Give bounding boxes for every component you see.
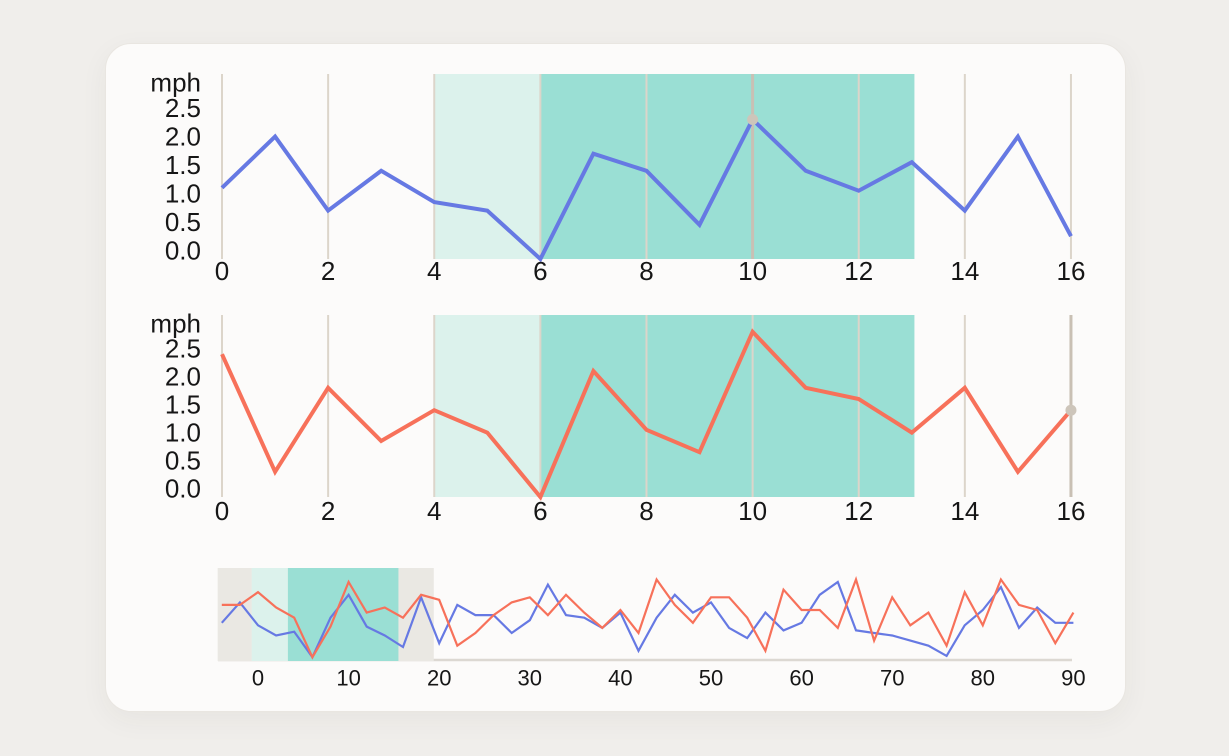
x-tick-label: 0	[252, 666, 264, 691]
y-tick-label: 0.5	[165, 207, 201, 237]
x-tick-label: 20	[427, 666, 451, 691]
x-tick-label: 0	[215, 256, 229, 286]
x-tick-label: 12	[844, 496, 873, 526]
highlight-region-light[interactable]	[434, 74, 541, 259]
x-tick-label: 10	[738, 496, 767, 526]
x-tick-label: 14	[950, 496, 979, 526]
x-tick-label: 2	[321, 256, 335, 286]
y-axis-unit-label: mph	[150, 68, 201, 98]
x-tick-label: 80	[971, 666, 995, 691]
x-tick-label: 6	[533, 256, 547, 286]
y-tick-label: 0.5	[165, 446, 201, 476]
y-tick-label: 1.5	[165, 390, 201, 420]
series-line-speed-a	[220, 580, 1074, 660]
x-tick-label: 16	[1056, 496, 1085, 526]
y-tick-label: 2.0	[165, 122, 201, 152]
x-tick-label: 8	[639, 256, 653, 286]
x-tick-label: 0	[215, 496, 229, 526]
x-tick-label: 4	[427, 256, 441, 286]
y-tick-label: 0.0	[165, 474, 201, 504]
y-tick-label: 1.5	[165, 150, 201, 180]
y-tick-label: 1.0	[165, 179, 201, 209]
y-tick-label: 2.5	[165, 93, 201, 123]
x-tick-label: 8	[639, 496, 653, 526]
series-line-speed-a	[220, 116, 1073, 263]
series-line-speed-b	[220, 328, 1073, 501]
y-tick-label: 2.0	[165, 362, 201, 392]
x-tick-label: 12	[844, 256, 873, 286]
x-tick-label: 40	[608, 666, 632, 691]
x-tick-label: 70	[880, 666, 904, 691]
y-tick-label: 1.0	[165, 418, 201, 448]
x-tick-label: 4	[427, 496, 441, 526]
x-tick-label: 2	[321, 496, 335, 526]
marker-dot[interactable]	[747, 114, 759, 126]
highlight-region-light[interactable]	[251, 568, 288, 661]
y-tick-label: 2.5	[165, 334, 201, 364]
x-tick-label: 14	[950, 256, 979, 286]
marker-dot[interactable]	[1065, 404, 1077, 416]
x-tick-label: 60	[789, 666, 813, 691]
x-tick-label: 10	[336, 666, 360, 691]
highlight-region-dark[interactable]	[540, 315, 915, 497]
x-tick-label: 6	[533, 496, 547, 526]
x-tick-label: 10	[738, 256, 767, 286]
x-tick-label: 50	[699, 666, 723, 691]
y-axis-unit-label: mph	[150, 308, 201, 338]
x-tick-label: 30	[518, 666, 542, 691]
highlight-region-light[interactable]	[434, 315, 541, 497]
series-line-speed-b	[221, 576, 1075, 660]
x-tick-label: 90	[1061, 666, 1085, 691]
y-tick-label: 0.0	[165, 235, 201, 265]
x-tick-label: 16	[1056, 256, 1085, 286]
